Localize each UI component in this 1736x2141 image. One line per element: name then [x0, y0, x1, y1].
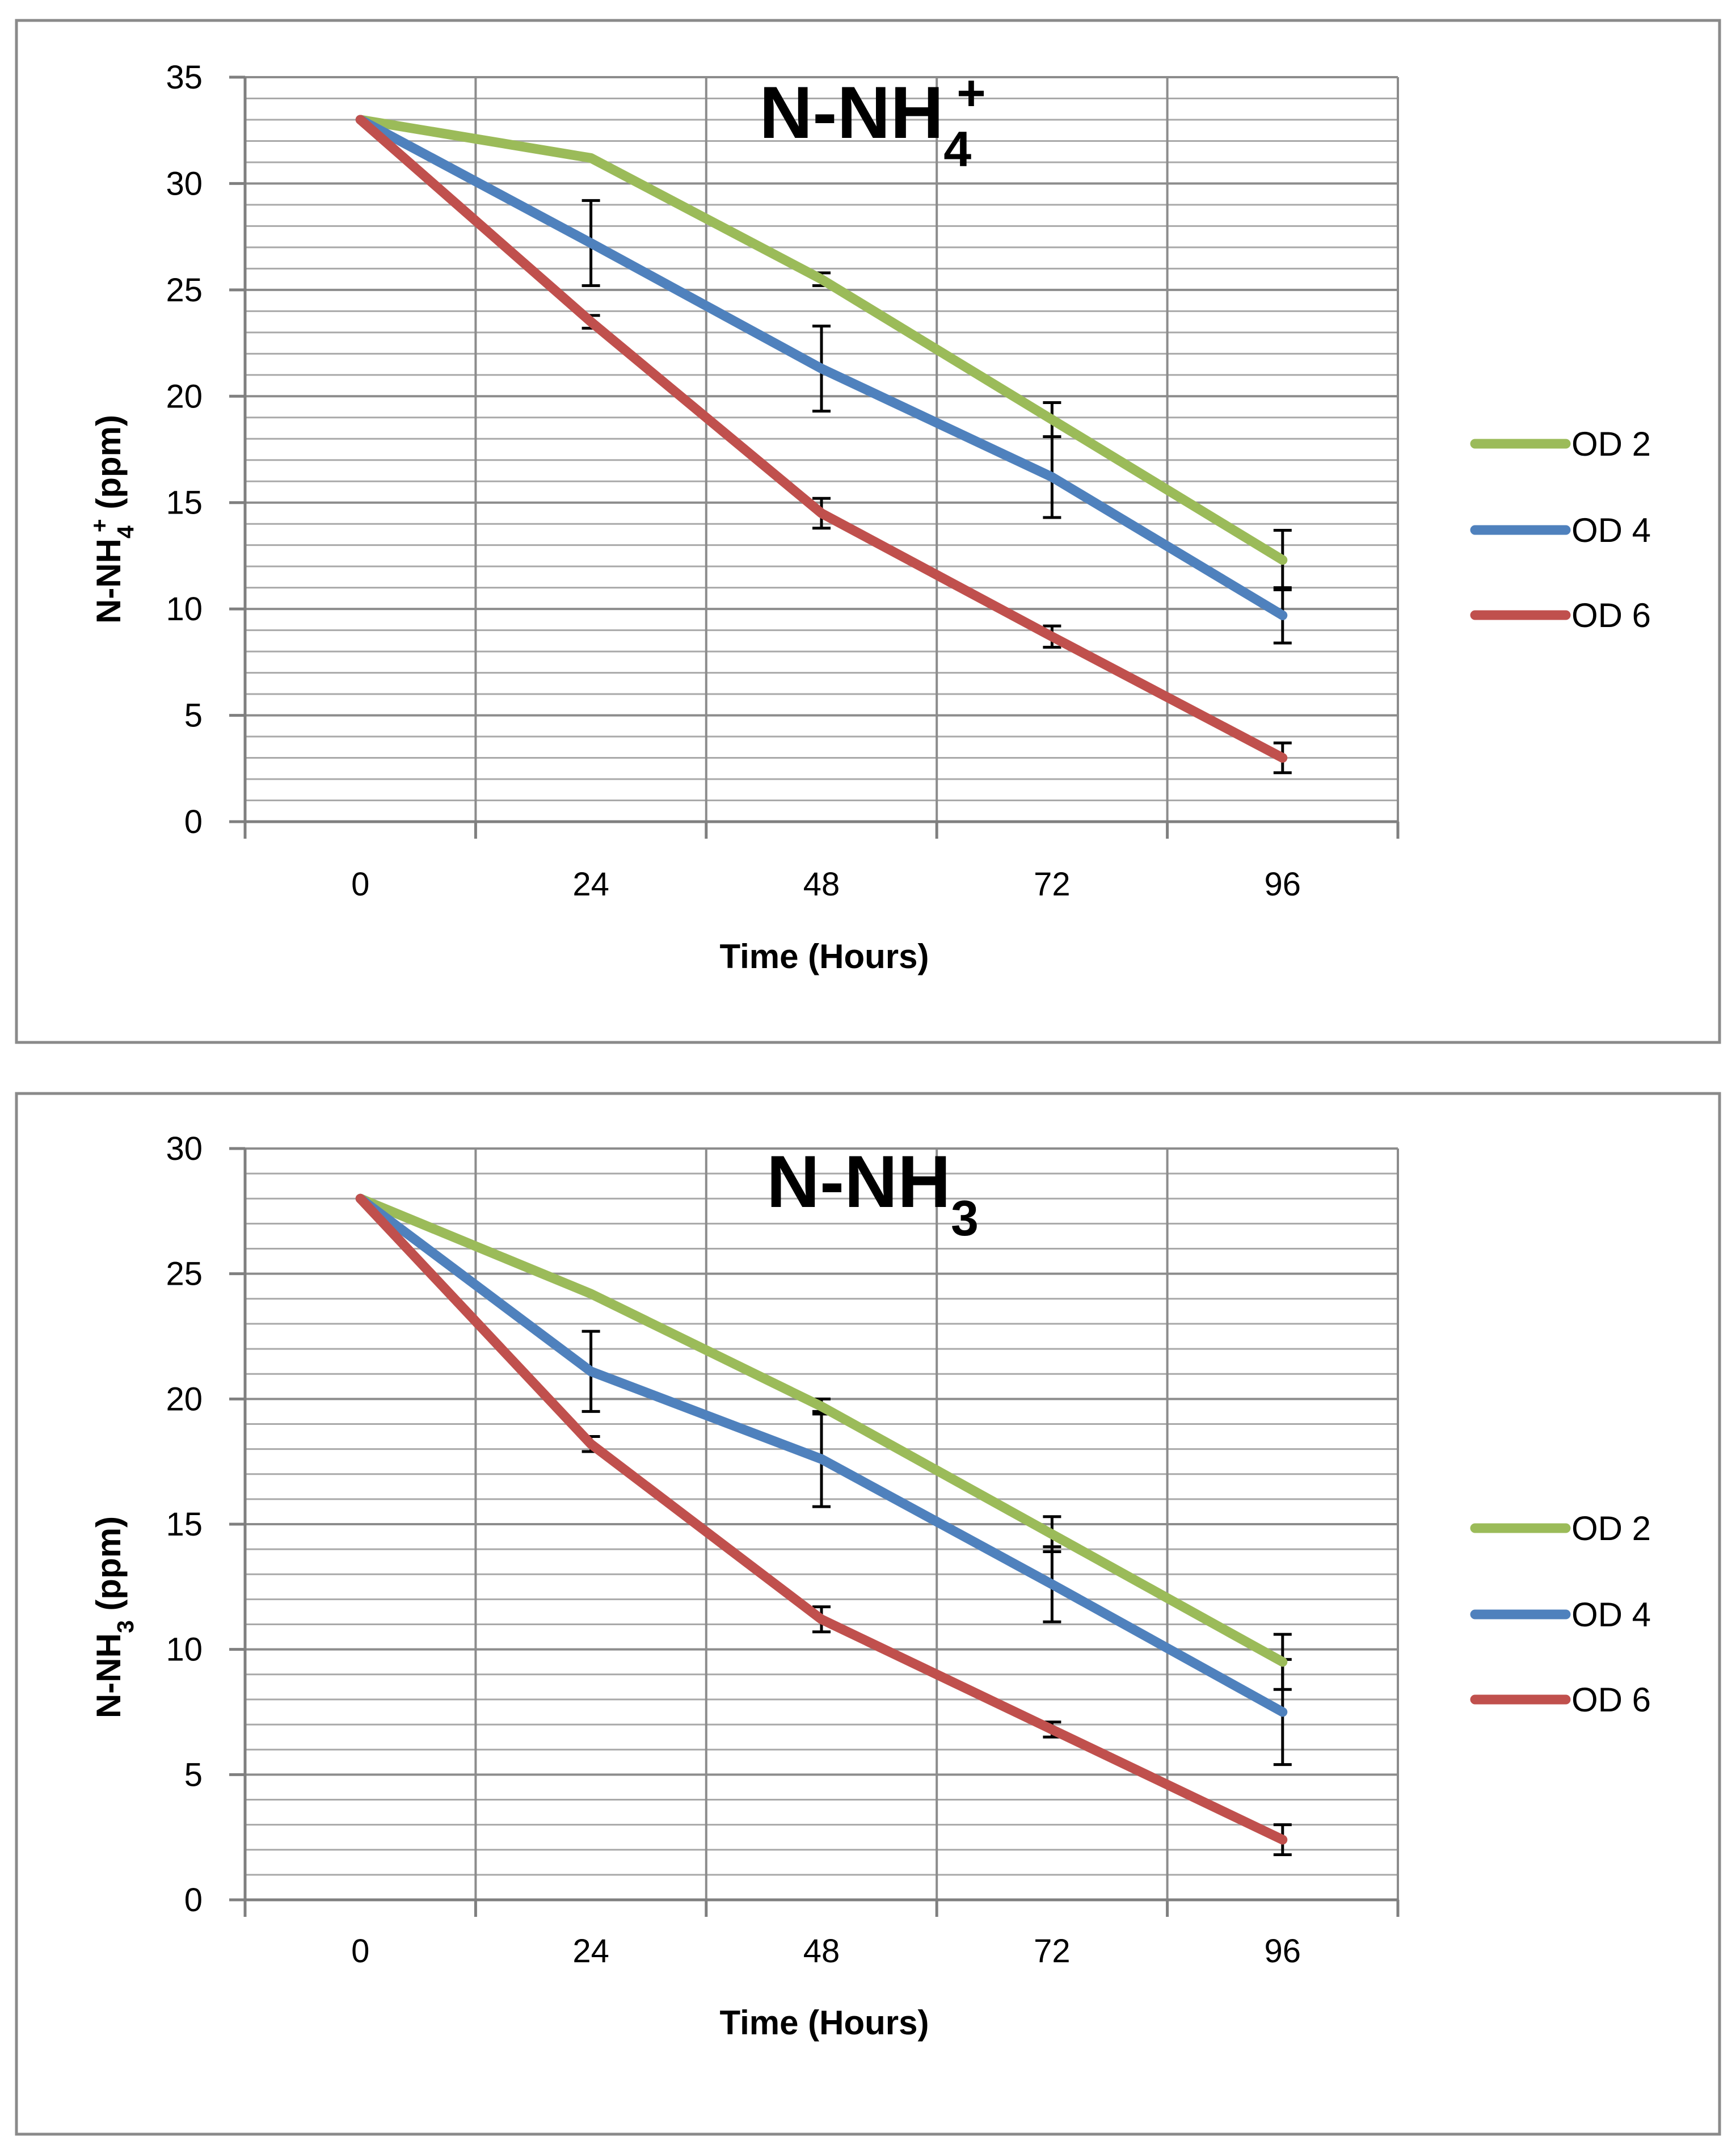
series-line-od-2	[355, 115, 1288, 565]
x-tick-label: 96	[1265, 866, 1301, 903]
y-tick-label: 10	[166, 591, 203, 628]
y-tick-label: 25	[166, 1256, 203, 1293]
y-tick-label: 25	[166, 272, 203, 309]
legend-label: OD 2	[1571, 1509, 1651, 1547]
x-tick-label: 48	[803, 1933, 840, 1970]
y-tick-label: 5	[184, 697, 203, 734]
chart-title: N-NH3	[766, 1140, 979, 1246]
legend-item-od-6: OD 6	[1470, 596, 1651, 634]
series-line-od-6	[355, 115, 1288, 763]
x-axis-title: Time (Hours)	[720, 2004, 929, 2042]
legend-label: OD 6	[1571, 1681, 1651, 1719]
x-tick-label: 48	[803, 866, 840, 903]
x-tick-label: 24	[572, 866, 609, 903]
x-tick-label: 72	[1034, 1933, 1071, 1970]
y-axis-title: N-NH3 (ppm)	[90, 1516, 138, 1718]
y-tick-label: 0	[184, 1882, 203, 1919]
y-axis-title: N-NH4+ (ppm)	[86, 415, 138, 624]
series-line-od-4	[355, 1193, 1288, 1717]
y-tick-label: 35	[166, 59, 203, 96]
y-tick-label: 5	[184, 1756, 203, 1793]
chart-ammonium: 0 5 10 15 20 25 30 35 0 24 48 72 96 N-NH4+ Time (Hou…	[15, 19, 1721, 1044]
y-tick-label: 15	[166, 1506, 203, 1543]
x-tick-label: 72	[1034, 866, 1071, 903]
legend-label: OD 2	[1571, 425, 1651, 463]
x-tick-label: 0	[351, 1933, 369, 1970]
legend-item-od-6: OD 6	[1470, 1681, 1651, 1719]
x-tick-label: 24	[572, 1933, 609, 1970]
legend-item-od-4: OD 4	[1470, 1596, 1651, 1634]
y-tick-label: 0	[184, 804, 203, 840]
chart-frame	[15, 19, 1721, 1044]
legend-item-od-2: OD 2	[1470, 425, 1651, 463]
x-tick-label: 96	[1265, 1933, 1301, 1970]
y-tick-label: 10	[166, 1631, 203, 1668]
y-tick-label: 30	[166, 1130, 203, 1167]
legend-item-od-2: OD 2	[1470, 1509, 1651, 1547]
legend-item-od-4: OD 4	[1470, 511, 1651, 549]
series-line-od-4	[355, 115, 1288, 620]
legend-label: OD 6	[1571, 596, 1651, 634]
x-axis-title: Time (Hours)	[720, 937, 929, 975]
chart-frame	[15, 1092, 1721, 2136]
series-line-od-6	[355, 1193, 1288, 1845]
y-tick-label: 30	[166, 165, 203, 202]
x-tick-label: 0	[351, 866, 369, 903]
series-line-od-2	[355, 1193, 1288, 1667]
y-tick-label: 20	[166, 1381, 203, 1417]
chart-ammonia: 0 5 10 15 20 25 30 0 24 48 72 96 N-NH3 Time (Hours)…	[15, 1092, 1721, 2136]
y-tick-label: 20	[166, 378, 203, 415]
y-tick-label: 15	[166, 485, 203, 521]
legend-label: OD 4	[1571, 1596, 1651, 1634]
legend-label: OD 4	[1571, 511, 1651, 549]
chart-title: N-NH4+	[759, 65, 985, 177]
